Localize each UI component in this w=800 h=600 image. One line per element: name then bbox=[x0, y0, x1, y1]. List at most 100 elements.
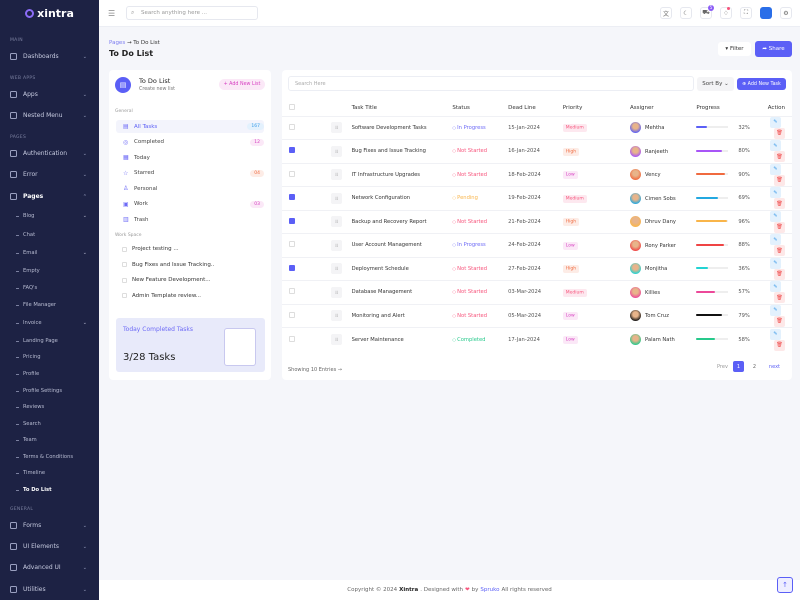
breadcrumb-pages[interactable]: Pages bbox=[109, 40, 126, 46]
add-new-task-button[interactable]: ⊕ Add New Task bbox=[737, 78, 786, 90]
list-nav-work[interactable]: ▣ Work 03 bbox=[116, 198, 264, 211]
sidebar-subitem[interactable]: Chat bbox=[16, 232, 87, 238]
drag-handle-icon[interactable]: ⠿ bbox=[331, 122, 343, 134]
sidebar-subitem[interactable]: Empty bbox=[16, 268, 87, 274]
row-checkbox[interactable] bbox=[289, 170, 295, 177]
workspace-item[interactable]: Admin Template review... bbox=[122, 293, 201, 299]
sidebar-subitem[interactable]: Email ⌄ bbox=[16, 250, 87, 256]
menu-toggle-icon[interactable]: ☰ bbox=[108, 9, 116, 18]
pagination-page[interactable]: 1 bbox=[732, 361, 744, 372]
language-icon[interactable]: 文 bbox=[660, 7, 672, 19]
sidebar-subitem[interactable]: Search bbox=[16, 421, 87, 427]
sidebar-item-pages[interactable]: Pages ⌃ bbox=[10, 193, 87, 200]
edit-button[interactable]: ✎ bbox=[770, 140, 781, 152]
author-link[interactable]: Spruko bbox=[480, 587, 500, 593]
share-button[interactable]: ➦ Share bbox=[755, 41, 792, 57]
settings-icon[interactable]: ⚙ bbox=[780, 7, 792, 19]
row-checkbox[interactable] bbox=[289, 123, 295, 130]
checkbox[interactable] bbox=[122, 293, 127, 298]
sidebar-item-dashboards[interactable]: Dashboards ⌄ bbox=[10, 53, 87, 60]
notification-icon[interactable]: ♢ bbox=[720, 7, 732, 19]
edit-button[interactable]: ✎ bbox=[770, 281, 781, 293]
list-nav-personal[interactable]: ♙ Personal bbox=[116, 182, 264, 195]
drag-handle-icon[interactable]: ⠿ bbox=[331, 145, 343, 157]
row-checkbox[interactable] bbox=[289, 241, 295, 248]
sidebar-item-advanced-ui[interactable]: Advanced UI ⌄ bbox=[10, 564, 87, 571]
sidebar-item-ui-elements[interactable]: UI Elements ⌄ bbox=[10, 543, 87, 550]
workspace-item[interactable]: Project testing ... bbox=[122, 246, 179, 252]
drag-handle-icon[interactable]: ⠿ bbox=[331, 263, 343, 275]
sidebar-subitem[interactable]: Landing Page bbox=[16, 338, 87, 344]
list-nav-all-tasks[interactable]: ▤ All Tasks 167 bbox=[116, 120, 264, 133]
sidebar-item-authentication[interactable]: Authentication ⌄ bbox=[10, 150, 87, 157]
delete-button[interactable]: 🗑 bbox=[774, 151, 785, 163]
edit-button[interactable]: ✎ bbox=[770, 116, 781, 128]
delete-button[interactable]: 🗑 bbox=[774, 292, 785, 304]
delete-button[interactable]: 🗑 bbox=[774, 174, 785, 186]
sidebar-subitem[interactable]: Invoice ⌄ bbox=[16, 320, 87, 326]
row-checkbox[interactable] bbox=[289, 217, 295, 224]
drag-handle-icon[interactable]: ⠿ bbox=[331, 239, 343, 251]
edit-button[interactable]: ✎ bbox=[770, 257, 781, 269]
sidebar-item-error[interactable]: Error ⌄ bbox=[10, 171, 87, 178]
drag-handle-icon[interactable]: ⠿ bbox=[331, 216, 343, 228]
fullscreen-icon[interactable]: ⛶ bbox=[740, 7, 752, 19]
pagination-prev[interactable]: Prev bbox=[717, 363, 728, 370]
sidebar-subitem[interactable]: Pricing bbox=[16, 354, 87, 360]
list-nav-today[interactable]: ▦ Today bbox=[116, 151, 264, 164]
sidebar-item-forms[interactable]: Forms ⌄ bbox=[10, 522, 87, 529]
sidebar-item-apps[interactable]: Apps ⌄ bbox=[10, 91, 87, 98]
select-all-checkbox[interactable] bbox=[289, 103, 295, 110]
edit-button[interactable]: ✎ bbox=[770, 163, 781, 175]
workspace-item[interactable]: Bug Fixes and Issue Tracking.. bbox=[122, 262, 214, 268]
sidebar-item-utilities[interactable]: Utilities ⌄ bbox=[10, 586, 87, 593]
cart-icon[interactable]: ⛟ 5 bbox=[700, 5, 714, 19]
edit-button[interactable]: ✎ bbox=[770, 187, 781, 199]
sidebar-subitem[interactable]: Blog ⌄ bbox=[16, 213, 87, 219]
drag-handle-icon[interactable]: ⠿ bbox=[331, 310, 343, 322]
list-nav-trash[interactable]: ▥ Trash bbox=[116, 213, 264, 226]
workspace-item[interactable]: New Feature Development... bbox=[122, 277, 211, 283]
row-checkbox[interactable] bbox=[289, 311, 295, 318]
edit-button[interactable]: ✎ bbox=[770, 328, 781, 340]
row-checkbox[interactable] bbox=[289, 335, 295, 342]
delete-button[interactable]: 🗑 bbox=[774, 127, 785, 139]
filter-button[interactable]: ▾ Filter bbox=[718, 42, 751, 56]
drag-handle-icon[interactable]: ⠿ bbox=[331, 286, 343, 298]
sidebar-subitem[interactable]: To Do List bbox=[16, 487, 87, 493]
checkbox[interactable] bbox=[122, 262, 127, 267]
sort-by-dropdown[interactable]: Sort By ⌄ bbox=[697, 77, 734, 91]
sidebar-subitem[interactable]: Profile bbox=[16, 371, 87, 377]
edit-button[interactable]: ✎ bbox=[770, 234, 781, 246]
sidebar-subitem[interactable]: FAQ's bbox=[16, 285, 87, 291]
drag-handle-icon[interactable]: ⠿ bbox=[331, 192, 343, 204]
delete-button[interactable]: 🗑 bbox=[774, 339, 785, 351]
row-checkbox[interactable] bbox=[289, 264, 295, 271]
delete-button[interactable]: 🗑 bbox=[774, 268, 785, 280]
row-checkbox[interactable] bbox=[289, 147, 295, 154]
sidebar-subitem[interactable]: Timeline bbox=[16, 470, 87, 476]
drag-handle-icon[interactable]: ⠿ bbox=[331, 334, 343, 345]
delete-button[interactable]: 🗑 bbox=[774, 198, 785, 210]
drag-handle-icon[interactable]: ⠿ bbox=[331, 169, 343, 181]
delete-button[interactable]: 🗑 bbox=[774, 315, 785, 327]
global-search-input[interactable]: ⌕ Search anything here ... bbox=[126, 6, 258, 20]
delete-button[interactable]: 🗑 bbox=[774, 245, 785, 257]
row-checkbox[interactable] bbox=[289, 288, 295, 295]
row-checkbox[interactable] bbox=[289, 194, 295, 201]
sidebar-subitem[interactable]: Profile Settings bbox=[16, 388, 87, 394]
list-nav-completed[interactable]: ◎ Completed 12 bbox=[116, 136, 264, 149]
avatar[interactable] bbox=[760, 7, 772, 19]
edit-button[interactable]: ✎ bbox=[770, 210, 781, 222]
checkbox[interactable] bbox=[122, 277, 127, 283]
list-nav-starred[interactable]: ☆ Starred 04 bbox=[116, 167, 264, 180]
sidebar-subitem[interactable]: Team bbox=[16, 437, 87, 443]
delete-button[interactable]: 🗑 bbox=[774, 221, 785, 233]
add-new-list-button[interactable]: + Add New List bbox=[219, 79, 265, 90]
sidebar-subitem[interactable]: File Manager bbox=[16, 302, 87, 308]
checkbox[interactable] bbox=[122, 246, 127, 252]
pagination-next[interactable]: next bbox=[768, 363, 780, 370]
scroll-to-top-button[interactable]: ↑ bbox=[777, 577, 793, 593]
edit-button[interactable]: ✎ bbox=[770, 304, 781, 316]
sidebar-item-nested-menu[interactable]: Nested Menu ⌄ bbox=[10, 112, 87, 119]
